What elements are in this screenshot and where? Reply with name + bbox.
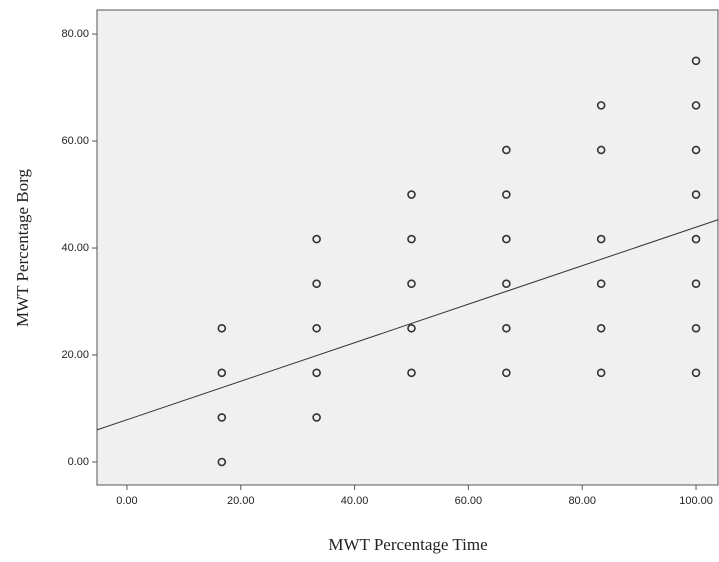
point: [691, 323, 701, 333]
x-axis-title: MWT Percentage Time: [328, 535, 487, 554]
x-tick-label: 20.00: [227, 495, 255, 507]
point: [312, 279, 321, 289]
point: [596, 279, 606, 289]
point: [502, 190, 511, 199]
point: [691, 56, 701, 66]
point: [407, 279, 416, 289]
point: [502, 279, 511, 289]
y-tick-label: 60.00: [61, 135, 89, 147]
point: [217, 368, 227, 378]
x-tick-label: 60.00: [455, 495, 483, 507]
x-tick-label: 40.00: [341, 495, 369, 507]
point: [502, 368, 511, 378]
point: [407, 234, 416, 244]
point: [596, 234, 606, 244]
y-axis-title: MWT Percentage Borg: [13, 169, 32, 327]
point: [596, 368, 606, 378]
point: [596, 323, 606, 333]
point: [217, 413, 227, 422]
point: [217, 323, 227, 333]
point: [217, 457, 227, 467]
y-tick-label: 20.00: [61, 349, 89, 361]
y-tick-label: 80.00: [61, 28, 89, 40]
x-tick-label: 100.00: [679, 495, 713, 507]
x-tick-label: 80.00: [568, 495, 596, 507]
point: [407, 190, 416, 199]
point: [502, 234, 511, 244]
point: [502, 145, 511, 155]
point: [691, 279, 701, 289]
point: [691, 234, 701, 244]
plot-area: [96, 9, 719, 486]
x-tick-label: 0.00: [116, 495, 137, 507]
y-tick-label: 40.00: [61, 242, 89, 254]
fit-line: [96, 219, 719, 431]
point: [596, 101, 606, 110]
point: [502, 323, 511, 333]
point: [312, 413, 321, 422]
point: [312, 234, 321, 244]
point: [691, 145, 701, 155]
y-tick-label: 0.00: [68, 456, 89, 468]
point: [691, 368, 701, 378]
point: [596, 145, 606, 155]
point: [691, 190, 701, 199]
point: [312, 368, 321, 378]
point: [691, 101, 701, 110]
point: [312, 323, 321, 333]
point: [407, 323, 416, 333]
point: [407, 368, 416, 378]
